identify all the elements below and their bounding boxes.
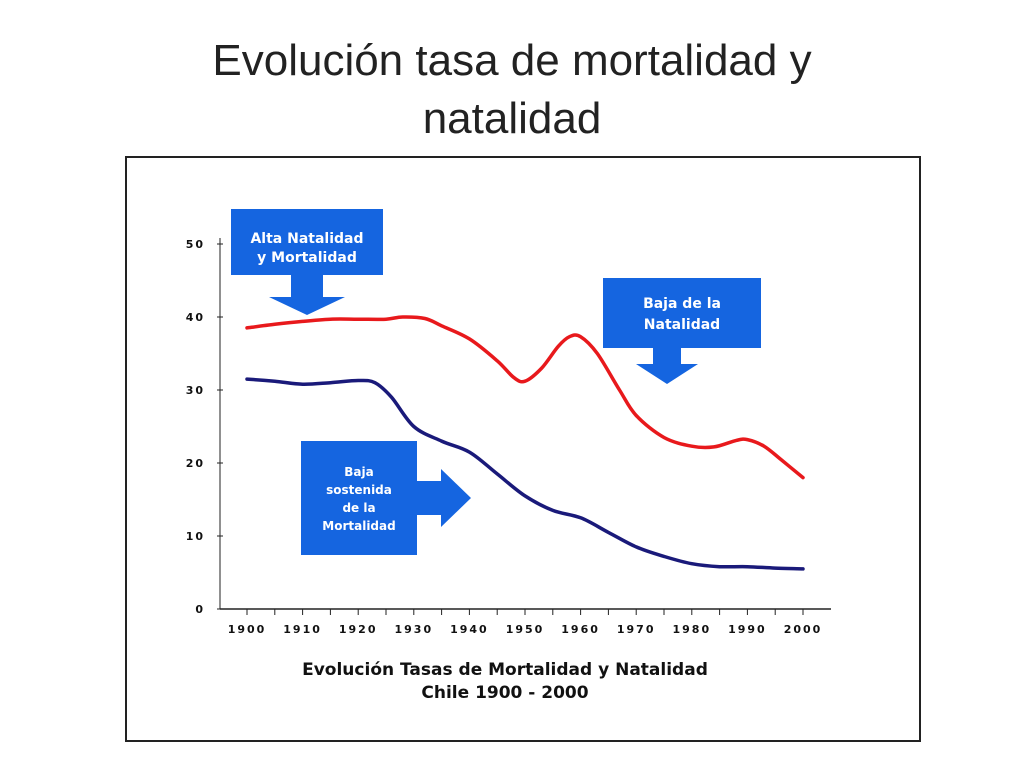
slide-title-line-1: Evolución tasa de mortalidad y	[212, 36, 812, 85]
callout-text: Mortalidad	[322, 519, 395, 533]
callout-text: Baja	[344, 465, 373, 479]
callout-text: Baja de la	[643, 296, 721, 312]
y-tick-label: 10	[186, 530, 205, 543]
callout-text: Alta Natalidad	[250, 231, 363, 247]
chart-frame: 0 10 20 30 40 50 1900 1910 1920 1930 1940 1950 1960 1…	[125, 156, 921, 742]
callout-box	[301, 441, 417, 555]
y-tick-label: 30	[186, 384, 205, 397]
x-tick-label: 1990	[728, 623, 767, 636]
y-tick-label: 0	[195, 603, 205, 616]
natalidad-series-line	[245, 315, 805, 480]
slide-title: Evolución tasa de mortalidad y natalidad	[0, 32, 1024, 148]
y-tick-label: 20	[186, 457, 205, 470]
callout-box	[603, 278, 761, 348]
y-tick-label: 40	[186, 311, 205, 324]
x-tick-label: 1960	[561, 623, 600, 636]
x-tick-label: 1970	[617, 623, 656, 636]
callout-text: y Mortalidad	[257, 250, 357, 266]
callout-text: de la	[342, 501, 375, 515]
chart-title: Evolución Tasas de Mortalidad y Natalida…	[302, 660, 708, 680]
series-layer	[245, 315, 805, 571]
slide-title-line-2: natalidad	[422, 94, 602, 143]
chart-subtitle: Chile 1900 - 2000	[421, 683, 588, 703]
callout-arrow	[417, 469, 471, 527]
x-tick-label: 1910	[283, 623, 322, 636]
x-tick-label: 1900	[228, 623, 267, 636]
caption-layer: Evolución Tasas de Mortalidad y Natalida…	[302, 660, 708, 703]
axes-layer: 0 10 20 30 40 50 1900 1910 1920 1930 1940 1950 1960 1…	[186, 238, 831, 636]
callout-text: sostenida	[326, 483, 392, 497]
x-tick-label: 1940	[450, 623, 489, 636]
x-tick-label: 1920	[339, 623, 378, 636]
callout-arrow	[636, 348, 698, 384]
callout-box	[231, 209, 383, 275]
callout-layer: Alta Natalidad y Mortalidad Baja de la Nata…	[231, 209, 761, 555]
callout-arrow	[269, 275, 345, 315]
x-tick-label: 1930	[394, 623, 433, 636]
callout-text: Natalidad	[644, 317, 720, 333]
x-tick-label: 1980	[672, 623, 711, 636]
y-tick-label: 50	[186, 238, 205, 251]
x-tick-label: 2000	[784, 623, 823, 636]
mortalidad-series-line	[245, 377, 805, 571]
line-chart: 0 10 20 30 40 50 1900 1910 1920 1930 1940 1950 1960 1…	[186, 209, 831, 703]
x-tick-label: 1950	[506, 623, 545, 636]
